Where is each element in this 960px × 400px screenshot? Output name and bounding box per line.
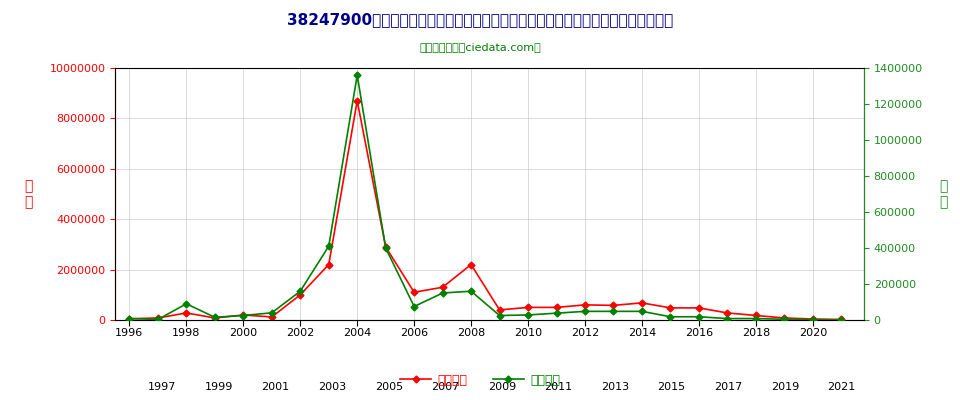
Text: 进出口服务网（ciedata.com）: 进出口服务网（ciedata.com）	[420, 42, 540, 52]
进口数量	[437, 290, 448, 295]
Text: 2005: 2005	[374, 382, 403, 392]
进口美元	[237, 312, 249, 317]
Text: 1999: 1999	[204, 382, 233, 392]
进口美元	[664, 306, 676, 310]
进口数量	[466, 289, 477, 294]
进口美元	[579, 302, 590, 307]
进口数量	[551, 311, 563, 316]
进口数量	[608, 309, 619, 314]
进口数量	[124, 316, 135, 321]
Text: 2001: 2001	[261, 382, 290, 392]
进口美元	[636, 300, 648, 305]
Text: 2007: 2007	[431, 382, 460, 392]
进口美元	[152, 316, 163, 320]
进口数量	[664, 314, 676, 319]
进口数量	[522, 312, 534, 317]
进口数量	[750, 316, 761, 321]
Text: 2015: 2015	[658, 382, 685, 392]
进口美元	[466, 262, 477, 267]
进口数量	[636, 309, 648, 314]
Text: 2009: 2009	[488, 382, 516, 392]
进口美元	[266, 314, 277, 319]
Text: 1997: 1997	[148, 382, 177, 392]
进口美元	[351, 98, 363, 103]
Y-axis label: 金
额: 金 额	[24, 179, 33, 209]
进口数量	[323, 244, 334, 248]
Text: 2011: 2011	[544, 382, 572, 392]
Y-axis label: 数
量: 数 量	[940, 179, 948, 209]
进口数量	[835, 318, 847, 322]
进口美元	[522, 305, 534, 310]
Line: 进口数量: 进口数量	[127, 73, 844, 322]
进口美元	[408, 290, 420, 295]
进口数量	[237, 313, 249, 318]
进口数量	[351, 73, 363, 78]
进口美元	[779, 316, 790, 320]
Text: 2021: 2021	[828, 382, 855, 392]
Line: 进口美元: 进口美元	[127, 98, 844, 322]
进口美元	[124, 316, 135, 321]
Text: 2017: 2017	[714, 382, 742, 392]
进口美元	[835, 317, 847, 322]
进口美元	[722, 310, 733, 315]
进口数量	[779, 317, 790, 322]
Text: 38247900其他含有两种或两种以上卤素的无环烃全卤化衍生物的混合物进口年度走势: 38247900其他含有两种或两种以上卤素的无环烃全卤化衍生物的混合物进口年度走…	[287, 12, 673, 27]
进口数量	[295, 289, 306, 294]
进口数量	[152, 317, 163, 322]
进口数量	[722, 316, 733, 321]
Legend: 进口美元, 进口数量: 进口美元, 进口数量	[395, 369, 565, 392]
进口美元	[608, 303, 619, 308]
进口数量	[180, 302, 192, 306]
进口美元	[380, 244, 392, 249]
进口美元	[209, 316, 221, 320]
进口美元	[180, 310, 192, 315]
进口美元	[750, 313, 761, 318]
进口美元	[807, 316, 819, 321]
进口数量	[380, 246, 392, 250]
进口美元	[295, 292, 306, 297]
进口美元	[437, 285, 448, 290]
进口数量	[209, 315, 221, 320]
进口数量	[807, 317, 819, 322]
进口美元	[693, 306, 705, 310]
进口美元	[493, 308, 505, 312]
进口数量	[266, 310, 277, 315]
进口数量	[493, 313, 505, 318]
进口美元	[551, 305, 563, 310]
进口数量	[693, 314, 705, 319]
进口美元	[323, 262, 334, 267]
Text: 2013: 2013	[601, 382, 629, 392]
进口数量	[579, 309, 590, 314]
Text: 2003: 2003	[318, 382, 347, 392]
Text: 2019: 2019	[771, 382, 799, 392]
进口数量	[408, 304, 420, 309]
